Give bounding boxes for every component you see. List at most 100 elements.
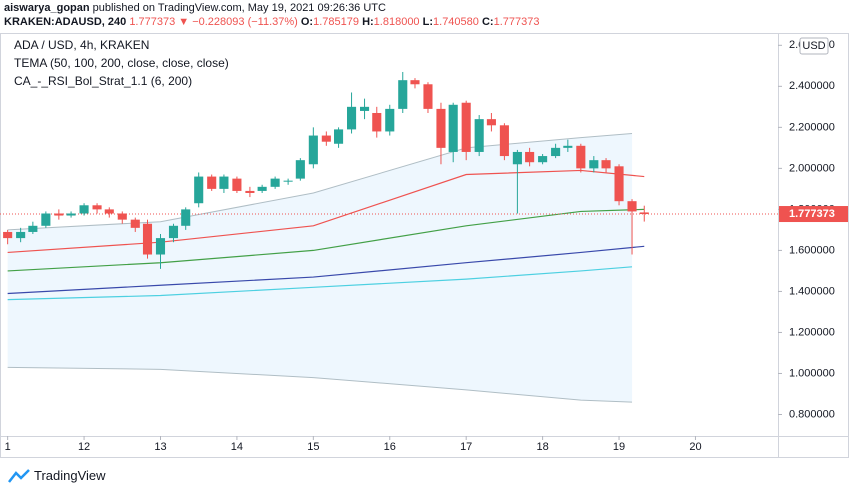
candle-body bbox=[576, 145, 586, 169]
candle-body bbox=[512, 151, 522, 165]
candle-body bbox=[117, 213, 127, 220]
frame bbox=[0, 33, 849, 458]
x-tick-label: 13 bbox=[154, 441, 166, 453]
currency-label: USD bbox=[802, 40, 825, 52]
x-tick-label: 14 bbox=[231, 441, 243, 453]
candle-body bbox=[385, 108, 395, 132]
candle-body bbox=[283, 180, 293, 182]
indicator-label: CA_-_RSI_Bol_Strat_1.1 (6, 200) bbox=[14, 74, 192, 88]
last-price-label: 1.777373 bbox=[789, 208, 835, 220]
candle-body bbox=[155, 238, 166, 255]
candle-body bbox=[219, 176, 229, 189]
x-tick-label: 12 bbox=[78, 441, 90, 453]
candle-body bbox=[499, 125, 509, 157]
candle-body bbox=[563, 145, 573, 148]
candle-body bbox=[334, 129, 344, 144]
candle-body bbox=[92, 205, 102, 210]
x-tick-label: 17 bbox=[460, 441, 472, 453]
candle-body bbox=[54, 213, 64, 216]
candle-body bbox=[41, 213, 51, 226]
candle-body bbox=[474, 119, 484, 152]
c-value: 1.777373 bbox=[493, 16, 540, 28]
indicator-line bbox=[7, 208, 645, 272]
candle-body bbox=[295, 160, 305, 179]
candle-body bbox=[525, 151, 535, 163]
candle-body bbox=[486, 119, 496, 126]
candle-body bbox=[308, 135, 318, 165]
candle-body bbox=[16, 231, 26, 239]
candle-body bbox=[270, 178, 280, 187]
x-tick-label: 15 bbox=[307, 441, 319, 453]
l-value: 1.740580 bbox=[433, 16, 479, 28]
candle-body bbox=[142, 223, 153, 255]
candle-body bbox=[194, 176, 204, 204]
candle-body bbox=[423, 84, 433, 109]
x-tick-label: 1 bbox=[5, 441, 11, 453]
x-tick-label: 19 bbox=[613, 441, 625, 453]
symbol: KRAKEN:ADAUSD, 240 bbox=[4, 16, 127, 28]
o-value: 1.785179 bbox=[313, 16, 359, 28]
candle-body bbox=[614, 166, 624, 202]
footer: TradingView bbox=[8, 468, 106, 483]
candle-body bbox=[639, 212, 649, 215]
x-tick-label: 18 bbox=[536, 441, 548, 453]
published: published on TradingView.com, May 19, 20… bbox=[92, 2, 386, 14]
candle-body bbox=[436, 108, 446, 148]
h-value: 1.818000 bbox=[373, 16, 420, 28]
ohlc-line: KRAKEN:ADAUSD, 240 1.777373 ▼ −0.228093 … bbox=[4, 16, 539, 28]
candle-body bbox=[448, 104, 458, 152]
publish-line: aiswarya_gopan published on TradingView.… bbox=[4, 2, 386, 14]
y-tick-label: 1.600000 bbox=[789, 244, 835, 256]
x-tick-label: 16 bbox=[384, 441, 396, 453]
candle-body bbox=[207, 176, 217, 189]
change: ▼ −0.228093 (−11.37%) bbox=[178, 16, 298, 28]
candle-body bbox=[551, 147, 561, 157]
indicator-line bbox=[7, 266, 633, 301]
last-price-badge bbox=[779, 206, 848, 223]
candle-body bbox=[589, 160, 599, 169]
candle-body bbox=[321, 135, 331, 142]
candle-body bbox=[130, 219, 140, 228]
y-tick-label: 2.200000 bbox=[789, 121, 835, 133]
candle-body bbox=[66, 213, 76, 216]
y-tick-label: 2.000000 bbox=[789, 162, 835, 174]
candle-body bbox=[372, 112, 382, 132]
o-label: O: bbox=[300, 16, 314, 28]
author: aiswarya_gopan bbox=[4, 2, 90, 14]
currency-badge bbox=[799, 37, 829, 55]
candle-body bbox=[538, 156, 548, 163]
candle-body bbox=[410, 80, 420, 85]
logo bbox=[8, 468, 30, 483]
candle-body bbox=[601, 160, 611, 169]
y-tick-label: 0.800000 bbox=[789, 408, 835, 420]
candle-body bbox=[398, 80, 408, 109]
indicator-line bbox=[7, 169, 645, 254]
candle-body bbox=[347, 106, 357, 130]
candle-body bbox=[461, 102, 471, 152]
chart: ADA / USD, 4h, KRAKEN TEMA (50, 100, 200… bbox=[0, 33, 849, 458]
last: 1.777373 bbox=[129, 16, 176, 28]
candle-body bbox=[28, 225, 38, 232]
candle-body bbox=[232, 178, 242, 191]
c-label: C: bbox=[481, 16, 494, 28]
candle-body bbox=[168, 225, 179, 239]
candle-body bbox=[181, 209, 191, 226]
l-label: L: bbox=[422, 16, 434, 28]
x-tick-label: 20 bbox=[689, 441, 701, 453]
candle-body bbox=[104, 209, 114, 214]
candle-body bbox=[79, 205, 89, 214]
brand: TradingView bbox=[34, 468, 106, 483]
band-lower bbox=[7, 366, 633, 403]
chart-title: ADA / USD, 4h, KRAKEN bbox=[14, 38, 149, 52]
band-fill bbox=[7, 133, 633, 403]
y-tick-label: 1.000000 bbox=[789, 367, 835, 379]
candle-body bbox=[3, 231, 13, 239]
indicator-label: TEMA (50, 100, 200, close, close, close) bbox=[14, 56, 229, 70]
candle-body bbox=[627, 201, 637, 212]
y-tick-label: 2.400000 bbox=[789, 80, 835, 92]
candle-body bbox=[245, 190, 255, 193]
candle-body bbox=[257, 186, 267, 191]
h-label: H: bbox=[362, 16, 374, 28]
indicator-line bbox=[7, 245, 645, 295]
